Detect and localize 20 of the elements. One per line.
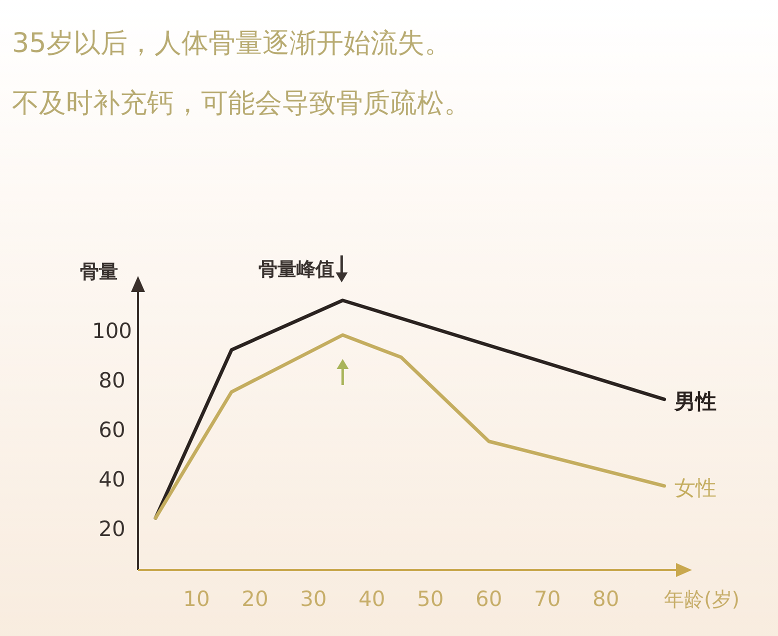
chart-title: 35岁以后，人体骨量逐渐开始流失。 <box>12 28 452 59</box>
x-tick-label: 20 <box>242 587 268 611</box>
x-tick-label: 60 <box>476 587 502 611</box>
x-tick-label: 10 <box>183 587 210 611</box>
annotation: 骨量峰值 <box>258 258 335 280</box>
x-tick-label: 50 <box>417 587 444 611</box>
x-tick-label: 30 <box>300 587 327 611</box>
y-tick-label: 80 <box>98 368 126 393</box>
x-axis-title: 年龄(岁) <box>664 587 740 611</box>
y-tick-label: 20 <box>98 516 126 541</box>
x-tick-label: 40 <box>358 587 386 611</box>
x-tick-label: 80 <box>592 587 620 611</box>
y-tick-label: 60 <box>98 418 126 442</box>
y-tick-label: 40 <box>98 467 126 492</box>
chart-subtitle: 不及时补充钙，可能会导致骨质疏松。 <box>12 88 471 119</box>
series-label: 女性 <box>674 476 716 500</box>
y-tick-label: 100 <box>92 319 132 344</box>
y-axis-title: 骨量 <box>80 261 118 283</box>
x-tick-label: 70 <box>534 587 561 611</box>
series-label: 男性 <box>673 389 716 414</box>
